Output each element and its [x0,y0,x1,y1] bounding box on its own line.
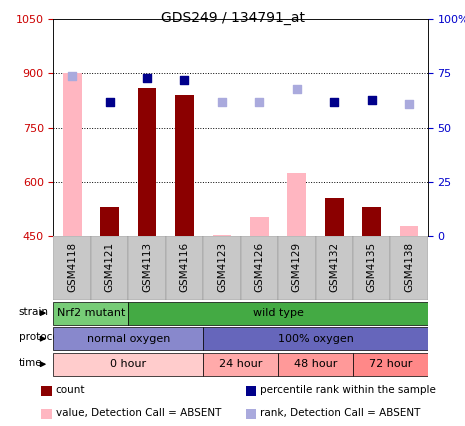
Bar [41,409,52,419]
Text: normal oxygen: normal oxygen [86,334,170,344]
Bar [240,236,278,300]
Point [106,98,113,105]
Text: GSM4132: GSM4132 [329,242,339,292]
Bar [390,236,428,300]
Text: time: time [19,358,42,368]
Bar [353,353,428,376]
Bar [246,409,256,419]
Text: GSM4113: GSM4113 [142,242,152,292]
Bar [203,327,428,350]
Bar [250,216,269,236]
Bar [138,88,156,236]
Bar [213,235,231,236]
Point [181,77,188,83]
Point [218,98,226,105]
Bar [100,207,119,236]
Text: GSM4123: GSM4123 [217,242,227,292]
Text: value, Detection Call = ABSENT: value, Detection Call = ABSENT [56,408,221,418]
Text: 0 hour: 0 hour [110,359,146,369]
Bar [325,199,344,236]
Text: strain: strain [19,307,49,317]
Bar [166,236,203,300]
Text: Nrf2 mutant: Nrf2 mutant [57,308,125,318]
Bar [91,236,128,300]
Point [256,98,263,105]
Point [143,75,151,81]
Text: 100% oxygen: 100% oxygen [278,334,353,344]
Text: protocol: protocol [19,332,61,343]
Bar [128,236,166,300]
Bar [353,236,390,300]
Text: GDS249 / 134791_at: GDS249 / 134791_at [160,11,305,25]
Bar [53,236,91,300]
Bar [246,386,256,396]
Text: 48 hour: 48 hour [294,359,337,369]
Text: GSM4135: GSM4135 [366,242,377,292]
Bar [400,226,418,236]
Point [68,72,76,79]
Bar [63,73,81,236]
Bar [53,302,128,325]
Text: GSM4126: GSM4126 [254,242,265,292]
Bar [203,236,240,300]
Text: percentile rank within the sample: percentile rank within the sample [260,385,436,395]
Text: GSM4138: GSM4138 [404,242,414,292]
Text: GSM4116: GSM4116 [179,242,190,292]
Bar [362,207,381,236]
Text: GSM4118: GSM4118 [67,242,77,292]
Bar [175,95,194,236]
Text: wild type: wild type [252,308,304,318]
Text: count: count [56,385,85,395]
Bar [315,236,353,300]
Point [331,98,338,105]
Bar [287,173,306,236]
Bar [128,302,428,325]
Point [368,96,375,103]
Text: 72 hour: 72 hour [369,359,412,369]
Text: rank, Detection Call = ABSENT: rank, Detection Call = ABSENT [260,408,420,418]
Point [293,85,300,92]
Bar [203,353,278,376]
Bar [41,386,52,396]
Text: 24 hour: 24 hour [219,359,262,369]
Bar [53,327,203,350]
Point [405,101,413,107]
Text: GSM4121: GSM4121 [105,242,115,292]
Bar [278,353,353,376]
Bar [53,353,203,376]
Text: GSM4129: GSM4129 [292,242,302,292]
Bar [278,236,315,300]
